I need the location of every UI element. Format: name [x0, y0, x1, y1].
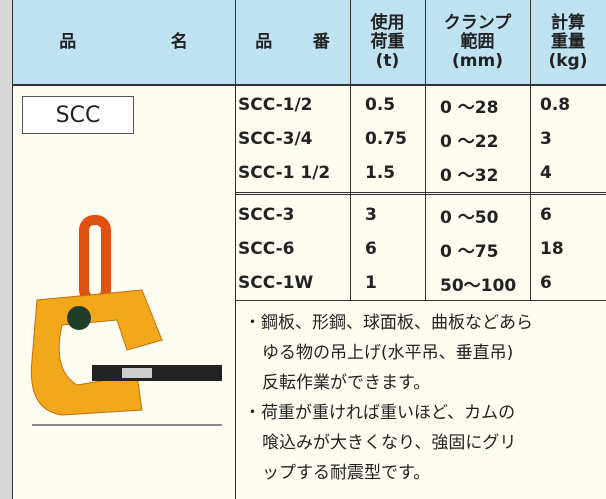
header-text: 荷重 — [370, 31, 405, 52]
border — [235, 0, 236, 499]
load: 3 — [365, 205, 377, 225]
header-text: 使用 — [370, 12, 405, 33]
load: 1.5 — [365, 163, 396, 183]
border — [12, 0, 13, 499]
note-line: ゆる物の吊上げ(水平吊、垂直吊) — [262, 343, 514, 363]
header-cell: 使用 荷重 (t) — [350, 0, 425, 86]
load: 0.5 — [365, 95, 396, 115]
part-number: SCC-1W — [238, 273, 314, 293]
border — [530, 0, 531, 300]
note-line: ・荷重が重ければ重いほど、カムの — [244, 403, 516, 423]
header-text: (kg) — [548, 50, 588, 71]
header-text: クランプ — [443, 12, 512, 33]
header-text: 品 — [255, 31, 273, 52]
clamp-range: 0 〜75 — [440, 241, 499, 262]
part-number: SCC-6 — [238, 239, 295, 259]
weight: 6 — [540, 273, 552, 293]
part-number: SCC-1 1/2 — [238, 163, 331, 183]
product-name: SCC — [22, 96, 134, 134]
clamp-range: 0 〜32 — [440, 165, 499, 186]
header-cell: クランプ 範囲 (mm) — [425, 0, 530, 86]
weight: 4 — [540, 163, 552, 183]
clamp-range: 0 〜22 — [440, 131, 499, 152]
header-text: (t) — [375, 50, 400, 71]
group-separator — [235, 192, 606, 195]
note-line: ・鋼板、形鋼、球面板、曲板などあら — [244, 313, 533, 333]
header-text: 計算 — [551, 12, 585, 33]
header-cell: 品名 — [12, 0, 235, 86]
side-strip — [0, 0, 12, 499]
product-image — [30, 215, 222, 426]
clamp-range: 50〜100 — [440, 275, 517, 296]
header-text: 重量 — [551, 31, 585, 52]
border — [350, 0, 351, 300]
part-number: SCC-3/4 — [238, 129, 313, 149]
clamp-range: 0 〜28 — [440, 97, 499, 118]
note-line: 反転作業ができます。 — [262, 373, 431, 393]
header-cell: 計算 重量 (kg) — [530, 0, 606, 86]
part-number: SCC-1/2 — [238, 95, 313, 115]
header-text: 名 — [170, 31, 188, 52]
weight: 3 — [540, 129, 552, 149]
header-text: (mm) — [452, 50, 503, 71]
weight: 18 — [540, 239, 564, 259]
note-line: 喰込みが大きくなり、強固にグリ — [262, 433, 517, 453]
note-line: ップする耐震型です。 — [262, 463, 431, 483]
load: 6 — [365, 239, 377, 259]
weight: 6 — [540, 205, 552, 225]
load: 1 — [365, 273, 377, 293]
weight: 0.8 — [540, 95, 571, 115]
load: 0.75 — [365, 129, 407, 149]
clamp-range: 0 〜50 — [440, 207, 499, 228]
header-text: 品 — [59, 31, 77, 52]
border — [235, 300, 606, 301]
header-cell: 品番 — [235, 0, 350, 86]
border — [425, 0, 426, 300]
header-text: 範囲 — [460, 31, 495, 52]
part-number: SCC-3 — [238, 205, 295, 225]
header-text: 番 — [312, 31, 330, 52]
